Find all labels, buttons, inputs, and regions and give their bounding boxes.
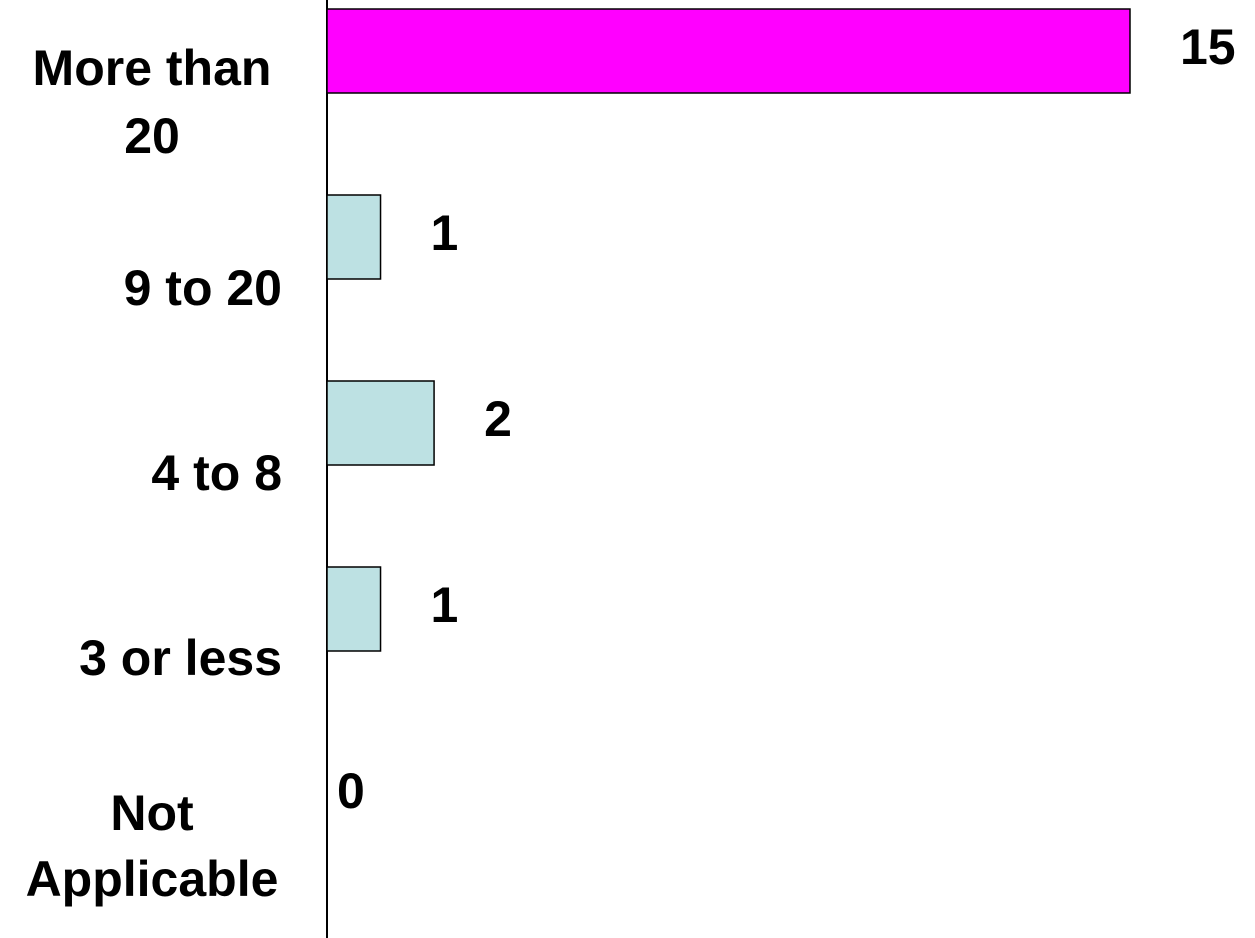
category-label-line: 9 to 20 <box>124 260 282 316</box>
bar-0 <box>326 8 1131 94</box>
category-label-line: Not <box>110 785 194 841</box>
category-label-line: 20 <box>124 108 180 164</box>
category-label-0: More than 20 <box>33 40 272 164</box>
value-label-2: 2 <box>484 391 512 447</box>
bar-1 <box>326 194 382 280</box>
value-label-4: 0 <box>337 763 365 819</box>
category-label-4: Not Applicable <box>26 785 279 907</box>
value-label-3: 1 <box>431 577 459 633</box>
value-label-0: 15 <box>1180 19 1236 75</box>
category-label-line: More than <box>33 40 272 96</box>
value-label-1: 1 <box>431 205 459 261</box>
category-label-1: 9 to 20 <box>124 260 282 316</box>
bar-3 <box>326 566 382 652</box>
category-label-3: 3 or less <box>79 630 282 686</box>
category-label-2: 4 to 8 <box>151 445 282 501</box>
category-label-line: Applicable <box>26 851 279 907</box>
bar-2 <box>326 380 435 466</box>
category-label-line: 4 to 8 <box>151 445 282 501</box>
category-label-line: 3 or less <box>79 630 282 686</box>
